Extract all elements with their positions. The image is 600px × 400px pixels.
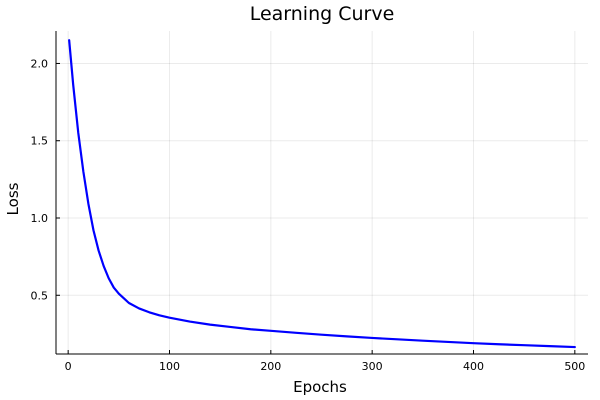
x-tick-label: 200 xyxy=(260,360,281,373)
ticks: 0 100 200 300 400 500 0.5 1.0 1.5 2.0 xyxy=(31,57,586,373)
x-tick-label: 100 xyxy=(159,360,180,373)
chart-title: Learning Curve xyxy=(250,3,395,25)
x-tick-label: 400 xyxy=(463,360,484,373)
x-tick-label: 500 xyxy=(564,360,585,373)
y-tick-label: 1.0 xyxy=(31,212,49,225)
series-layer xyxy=(68,39,576,349)
x-tick-label: 0 xyxy=(65,360,72,373)
y-axis-label: Loss xyxy=(4,182,22,215)
loss-series-line xyxy=(68,39,576,349)
x-tick-label: 300 xyxy=(362,360,383,373)
axes xyxy=(55,31,588,355)
y-tick-label: 0.5 xyxy=(31,289,49,302)
y-tick-label: 1.5 xyxy=(31,135,49,148)
grid xyxy=(56,31,588,354)
x-axis-label: Epochs xyxy=(293,378,347,396)
y-tick-label: 2.0 xyxy=(31,57,49,70)
